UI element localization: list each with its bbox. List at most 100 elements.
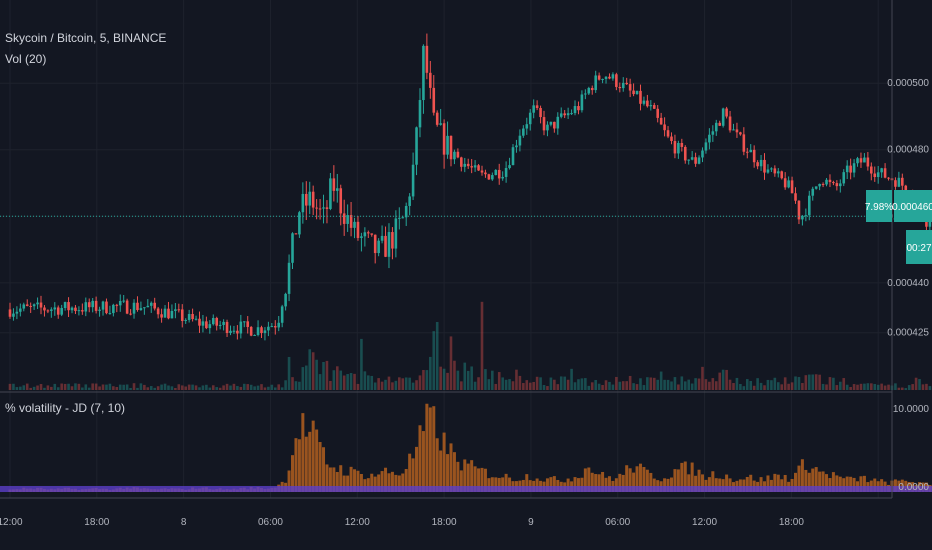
candle-body[interactable] — [825, 179, 828, 185]
candle-body[interactable] — [449, 135, 453, 160]
candle-body[interactable] — [711, 131, 715, 135]
candle-body[interactable] — [901, 177, 904, 186]
candle-body[interactable] — [597, 75, 601, 80]
candle-body[interactable] — [790, 180, 794, 194]
candle-body[interactable] — [694, 157, 697, 164]
candle-body[interactable] — [84, 302, 88, 312]
candle-body[interactable] — [556, 116, 560, 129]
candle-body[interactable] — [391, 232, 394, 249]
candle-body[interactable] — [811, 188, 815, 196]
candle-body[interactable] — [363, 232, 367, 237]
candle-body[interactable] — [563, 113, 566, 116]
candle-body[interactable] — [153, 302, 156, 309]
candle-body[interactable] — [156, 308, 160, 315]
candle-body[interactable] — [742, 134, 746, 152]
candle-body[interactable] — [466, 163, 470, 167]
candle-body[interactable] — [380, 235, 384, 241]
candle-body[interactable] — [260, 327, 263, 334]
candle-body[interactable] — [12, 313, 15, 317]
candle-body[interactable] — [43, 307, 46, 311]
candle-body[interactable] — [81, 310, 84, 312]
candle-body[interactable] — [184, 319, 188, 321]
candle-body[interactable] — [821, 183, 825, 185]
time-axis[interactable]: 12:00 18:00 8 06:00 12:00 18:00 9 06:00 12:00 18:… — [0, 517, 804, 528]
candle-body[interactable] — [442, 123, 446, 155]
candle-body[interactable] — [439, 123, 442, 125]
candle-body[interactable] — [842, 172, 846, 184]
candle-body[interactable] — [584, 93, 587, 95]
candle-body[interactable] — [408, 196, 411, 206]
candle-body[interactable] — [170, 310, 174, 319]
candle-body[interactable] — [194, 318, 198, 320]
candle-body[interactable] — [497, 169, 501, 179]
candle-body[interactable] — [522, 128, 525, 136]
candle-body[interactable] — [701, 150, 704, 158]
candle-body[interactable] — [15, 311, 19, 314]
candle-body[interactable] — [480, 170, 484, 173]
candle-body[interactable] — [690, 157, 694, 160]
candle-body[interactable] — [687, 159, 691, 161]
candle-body[interactable] — [852, 163, 856, 173]
candle-body[interactable] — [683, 146, 687, 161]
candle-body[interactable] — [735, 129, 739, 133]
candle-body[interactable] — [566, 113, 570, 116]
candle-body[interactable] — [670, 136, 673, 142]
candle-body[interactable] — [839, 183, 842, 187]
candle-body[interactable] — [335, 188, 339, 191]
candle-body[interactable] — [559, 113, 563, 117]
candle-body[interactable] — [349, 215, 353, 228]
candle-body[interactable] — [456, 151, 460, 158]
candle-body[interactable] — [384, 235, 387, 257]
candle-body[interactable] — [590, 87, 594, 91]
candle-body[interactable] — [773, 168, 777, 174]
candle-body[interactable] — [797, 200, 801, 220]
candle-body[interactable] — [849, 165, 852, 173]
candle-body[interactable] — [311, 191, 315, 208]
candle-body[interactable] — [339, 188, 343, 214]
candle-body[interactable] — [325, 207, 329, 209]
candle-body[interactable] — [98, 309, 101, 311]
candle-body[interactable] — [277, 322, 281, 328]
candle-body[interactable] — [87, 302, 91, 308]
candle-body[interactable] — [36, 302, 39, 305]
candle-body[interactable] — [553, 121, 556, 129]
candle-body[interactable] — [132, 302, 136, 314]
candle-body[interactable] — [249, 326, 253, 336]
candle-body[interactable] — [167, 308, 170, 319]
candle-body[interactable] — [783, 178, 787, 188]
candle-body[interactable] — [387, 232, 391, 257]
candle-body[interactable] — [329, 178, 332, 209]
candle-body[interactable] — [270, 326, 274, 328]
candle-body[interactable] — [236, 330, 239, 334]
candle-body[interactable] — [652, 105, 656, 109]
candle-body[interactable] — [732, 129, 735, 131]
candle-body[interactable] — [573, 106, 577, 114]
candle-body[interactable] — [122, 300, 125, 302]
candle-body[interactable] — [291, 233, 294, 263]
candle-body[interactable] — [828, 179, 832, 183]
candle-body[interactable] — [876, 172, 880, 178]
candle-body[interactable] — [218, 324, 222, 326]
candle-body[interactable] — [814, 186, 818, 189]
candle-body[interactable] — [180, 309, 184, 321]
candle-body[interactable] — [267, 326, 270, 331]
candle-body[interactable] — [580, 94, 584, 111]
candle-body[interactable] — [621, 82, 625, 89]
candle-body[interactable] — [897, 177, 901, 187]
candle-body[interactable] — [432, 87, 436, 113]
candle-body[interactable] — [222, 321, 225, 325]
candle-body[interactable] — [294, 233, 298, 235]
candle-body[interactable] — [415, 127, 418, 165]
volatility-indicator-label[interactable]: % volatility - JD (7, 10) — [5, 401, 125, 415]
candle-body[interactable] — [411, 164, 415, 197]
candle-body[interactable] — [508, 165, 511, 169]
candle-body[interactable] — [373, 234, 377, 254]
candle-body[interactable] — [625, 82, 628, 85]
candle-body[interactable] — [542, 117, 546, 131]
candle-body[interactable] — [304, 193, 308, 206]
candle-body[interactable] — [666, 130, 670, 137]
candle-body[interactable] — [494, 169, 498, 176]
candle-body[interactable] — [32, 304, 36, 307]
candle-body[interactable] — [728, 116, 732, 131]
